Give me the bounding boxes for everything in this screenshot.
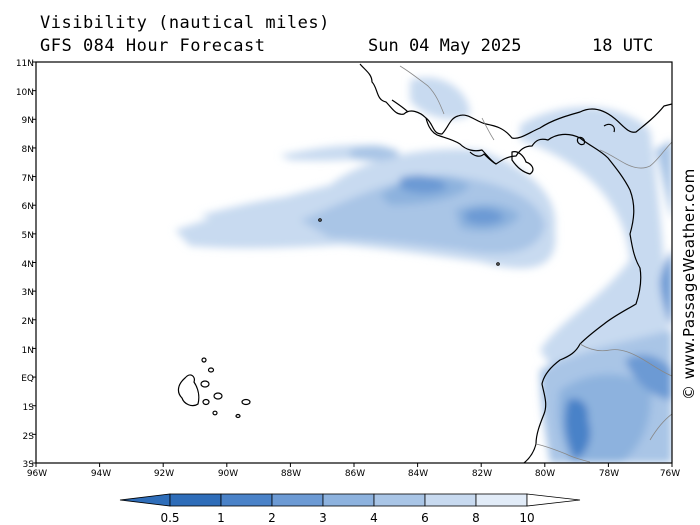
lat-label: 3S: [23, 460, 35, 470]
legend-swatch: [271, 493, 324, 507]
lon-label: 80W: [535, 469, 555, 479]
map-area: [175, 63, 672, 463]
lat-label: 9N: [22, 116, 34, 126]
lon-label: 90W: [218, 469, 238, 479]
lat-label: 10N: [16, 88, 34, 98]
longitude-labels: 96W 94W 92W 90W 88W 86W 84W 82W 80W 78W …: [27, 469, 680, 479]
legend-swatch: [424, 493, 477, 507]
legend-swatch: [169, 493, 222, 507]
lat-label: 2N: [22, 317, 34, 327]
lat-label: 1N: [22, 346, 34, 356]
latitude-labels: 11N 10N 9N 8N 7N 6N 5N 4N 3N 2N 1N EQ 1S…: [16, 59, 34, 470]
legend-label: 4: [370, 511, 378, 525]
lon-label: 88W: [281, 469, 301, 479]
forecast-subtitle: GFS 084 Hour Forecast: [40, 36, 266, 56]
legend-arrow-low: [119, 493, 171, 507]
lat-label: 4N: [22, 260, 34, 270]
lon-label: 82W: [472, 469, 492, 479]
lat-label: 6N: [22, 202, 34, 212]
legend-label: 8: [472, 511, 480, 525]
forecast-time: 18 UTC: [592, 36, 654, 56]
legend-label: 10: [519, 511, 534, 525]
lat-label: 11N: [16, 59, 34, 69]
lat-label: 3N: [22, 288, 34, 298]
lon-label: 76W: [660, 469, 680, 479]
legend-label: 1: [217, 511, 225, 525]
forecast-date: Sun 04 May 2025: [368, 36, 522, 56]
lon-label: 84W: [408, 469, 428, 479]
legend-swatch: [322, 493, 375, 507]
lon-label: 78W: [599, 469, 619, 479]
lat-label: 5N: [22, 231, 34, 241]
lat-label: 7N: [22, 174, 34, 184]
legend-swatch: [475, 493, 528, 507]
legend-label: 2: [268, 511, 276, 525]
legend-label: 6: [421, 511, 429, 525]
color-legend: 0.5 1 2 3 4 6 8 10: [119, 493, 581, 525]
lat-label: 1S: [23, 403, 35, 413]
legend-swatch: [373, 493, 426, 507]
lat-label: 8N: [22, 145, 34, 155]
legend-swatch: [220, 493, 273, 507]
lat-label: EQ: [21, 374, 34, 384]
coastlines: [359, 63, 672, 463]
axis-ticks: [32, 61, 673, 467]
visibility-field: [175, 77, 672, 463]
lat-label: 2S: [23, 432, 35, 442]
legend-label: 0.5: [160, 511, 179, 525]
legend-arrow-high: [526, 493, 581, 507]
country-borders: [399, 65, 672, 463]
lon-label: 86W: [345, 469, 365, 479]
legend-label: 3: [319, 511, 327, 525]
lon-label: 92W: [154, 469, 174, 479]
credit-watermark: © www.PassageWeather.com: [680, 168, 698, 400]
lon-label: 96W: [27, 469, 47, 479]
map-title: Visibility (nautical miles): [40, 13, 330, 33]
islands: [177, 218, 500, 419]
lon-label: 94W: [91, 469, 111, 479]
